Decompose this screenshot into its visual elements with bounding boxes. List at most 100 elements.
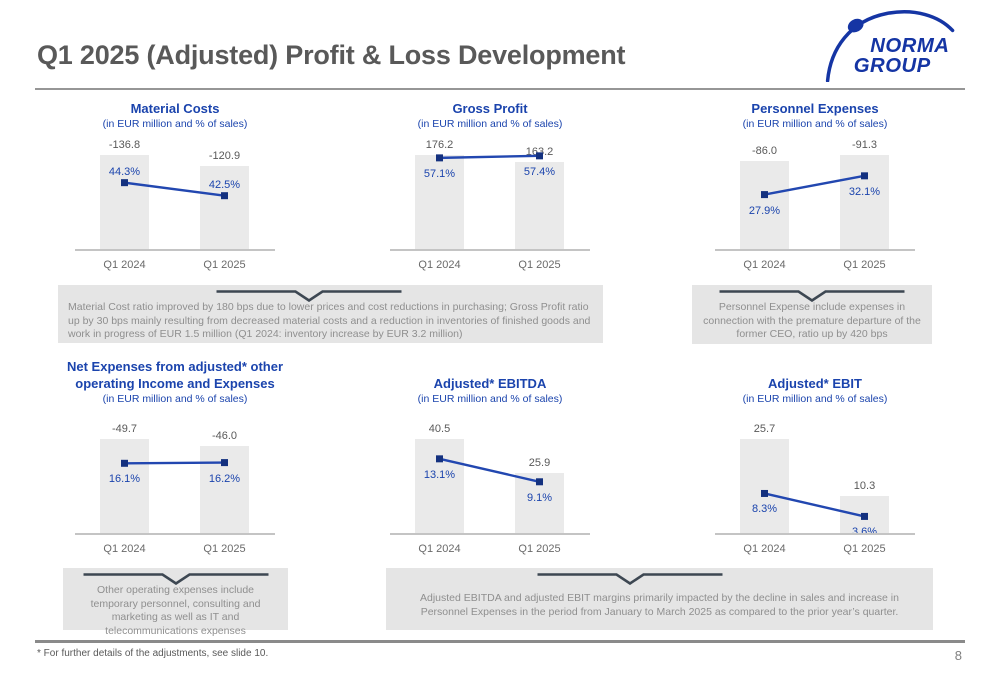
line-marker — [121, 459, 128, 467]
callout-connector-chevron-icon — [537, 573, 722, 585]
callout-text: Other operating expenses include tempora… — [90, 584, 261, 637]
trend-line — [436, 152, 543, 162]
line-marker — [761, 191, 768, 199]
bar — [515, 162, 564, 250]
logo-swoosh-arc — [825, 10, 955, 82]
x-axis-label: Q1 2024 — [418, 543, 461, 555]
chart-subtitle: (in EUR million and % of sales) — [417, 393, 563, 405]
bar — [840, 155, 889, 250]
x-axis — [390, 249, 590, 251]
pct-label: 16.1% — [108, 473, 141, 486]
bar — [200, 166, 249, 250]
footer-divider — [35, 640, 965, 643]
pct-label: 57.4% — [523, 165, 556, 178]
x-axis-label: Q1 2025 — [843, 543, 886, 555]
line-marker — [121, 179, 128, 187]
line-marker — [436, 455, 443, 463]
callout-text: Adjusted EBITDA and adjusted EBIT margin… — [420, 592, 899, 618]
bar — [415, 439, 464, 534]
x-axis-label: Q1 2024 — [743, 543, 786, 555]
x-axis — [715, 249, 915, 251]
pct-label: 9.1% — [526, 491, 553, 504]
bar — [415, 155, 464, 250]
chart-title: Gross Profit — [452, 101, 528, 116]
x-axis-label: Q1 2024 — [103, 543, 146, 555]
bar — [100, 155, 149, 250]
callout-text: Material Cost ratio improved by 180 bps … — [68, 301, 591, 340]
pct-label: 8.3% — [751, 503, 778, 516]
chart-header: Personnel Expenses (in EUR million and % … — [675, 100, 955, 132]
pct-label: 44.3% — [108, 165, 141, 178]
chart-header: Material Costs (in EUR million and % of s… — [35, 100, 315, 132]
bar-value-label: 176.2 — [425, 139, 454, 151]
pct-label: 13.1% — [423, 468, 456, 481]
bar-value-label: -86.0 — [751, 145, 778, 157]
header-divider — [35, 88, 965, 90]
bar-value-label: -91.3 — [851, 139, 878, 151]
bar — [100, 439, 149, 534]
bar — [740, 161, 789, 250]
chart-title: Adjusted* EBITDA — [433, 376, 547, 391]
x-axis — [75, 533, 275, 535]
callout-material-gross-profit: Material Cost ratio improved by 180 bps … — [58, 285, 603, 343]
pct-label: 32.1% — [848, 185, 881, 198]
x-axis-label: Q1 2025 — [518, 543, 561, 555]
chart-subtitle: (in EUR million and % of sales) — [417, 118, 563, 130]
trend-line — [121, 459, 228, 467]
line-marker — [221, 459, 228, 467]
callout-connector-chevron-icon — [83, 573, 268, 585]
logo-text-norma: NORMA — [870, 35, 949, 57]
pct-label: 42.5% — [208, 178, 241, 191]
line-marker — [221, 192, 228, 200]
callout-personnel-expenses: Personnel Expense include expenses in co… — [692, 285, 932, 344]
trend-line — [436, 455, 543, 486]
chart-title: Material Costs — [130, 101, 220, 116]
chart-header: Adjusted* EBIT (in EUR million and % of s… — [675, 375, 955, 407]
x-axis — [75, 249, 275, 251]
chart-title: Personnel Expenses — [751, 101, 879, 116]
line-marker — [861, 512, 868, 520]
callout-connector-chevron-icon — [216, 290, 401, 302]
trend-line — [761, 489, 868, 520]
pct-label: 27.9% — [748, 204, 781, 217]
norma-group-logo: NORMA GROUP — [825, 10, 955, 82]
page-number: 8 — [954, 648, 962, 663]
chart-title: Net Expenses from adjusted* other — [67, 359, 283, 374]
bar — [740, 439, 789, 534]
trend-line — [761, 172, 868, 199]
x-axis — [390, 533, 590, 535]
bar-value-label: -49.7 — [111, 423, 138, 435]
bar-value-label: 40.5 — [428, 423, 451, 435]
page-title: Q1 2025 (Adjusted) Profit & Loss Develop… — [37, 40, 626, 70]
pct-label: 57.1% — [423, 167, 456, 180]
line-marker — [861, 172, 868, 180]
trend-line — [121, 179, 228, 200]
chart-title: operating Income and Expenses — [75, 376, 275, 391]
chart-subtitle: (in EUR million and % of sales) — [742, 118, 888, 130]
bar-value-label: 10.3 — [853, 480, 876, 492]
chart-header: Net Expenses from adjusted* other operati… — [35, 358, 315, 407]
chart-subtitle: (in EUR million and % of sales) — [102, 118, 248, 130]
bar-value-label: -46.0 — [211, 430, 238, 442]
x-axis-label: Q1 2025 — [843, 259, 886, 271]
chart-subtitle: (in EUR million and % of sales) — [102, 393, 248, 405]
x-axis-label: Q1 2024 — [418, 259, 461, 271]
x-axis-label: Q1 2025 — [203, 543, 246, 555]
callout-other-operating-expenses: Other operating expenses include tempora… — [63, 568, 288, 637]
logo-text-group: GROUP — [854, 55, 931, 77]
x-axis-label: Q1 2024 — [743, 259, 786, 271]
callout-ebitda-ebit-margins: Adjusted EBITDA and adjusted EBIT margin… — [386, 568, 933, 630]
logo-dot — [847, 18, 864, 33]
footnote: * For further details of the adjustments… — [37, 648, 269, 659]
chart-subtitle: (in EUR million and % of sales) — [742, 393, 888, 405]
bar-value-label: 25.9 — [528, 457, 551, 469]
x-axis-label: Q1 2025 — [203, 259, 246, 271]
bar-value-label: 25.7 — [753, 423, 776, 435]
bar-value-label: -136.8 — [108, 139, 141, 151]
line-marker — [536, 478, 543, 486]
pct-label: 3.6% — [820, 526, 910, 538]
chart-title: Adjusted* EBIT — [768, 376, 862, 391]
bar-value-label: -120.9 — [208, 150, 241, 162]
chart-header: Adjusted* EBITDA (in EUR million and % of… — [350, 375, 630, 407]
callout-text: Personnel Expense include expenses in co… — [703, 301, 921, 340]
